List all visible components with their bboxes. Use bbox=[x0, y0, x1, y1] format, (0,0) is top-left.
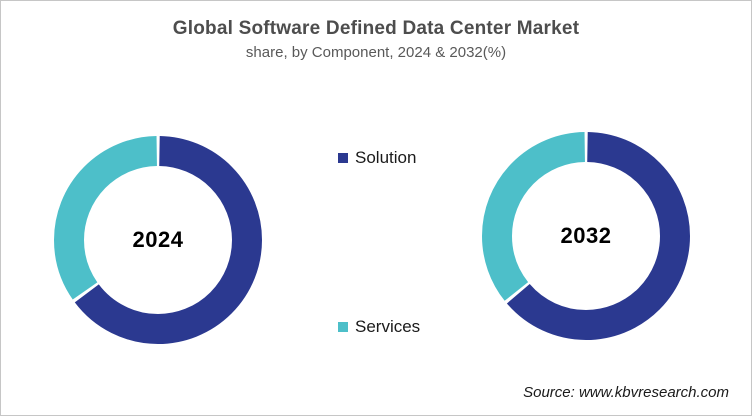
legend-swatch-services bbox=[338, 322, 348, 332]
donut-chart-2032: 2032 bbox=[481, 131, 691, 341]
segment-services-2024 bbox=[54, 136, 262, 344]
chart-title: Global Software Defined Data Center Mark… bbox=[172, 18, 580, 39]
legend-swatch-solution bbox=[338, 153, 348, 163]
legend-label-solution: Solution bbox=[355, 148, 417, 167]
segment-solution-2032 bbox=[482, 132, 690, 340]
legend-label-services: Services bbox=[355, 317, 421, 336]
donut-chart-2024: 2024 bbox=[53, 135, 263, 345]
donut-ring-2024 bbox=[54, 136, 262, 344]
legend-item-solution: Solution bbox=[338, 148, 416, 168]
segment-services-2032 bbox=[482, 132, 690, 340]
donut-ring-2032 bbox=[482, 132, 690, 340]
source-text: Source: www.kbvresearch.com bbox=[523, 384, 729, 401]
legend-item-services: Services bbox=[338, 317, 420, 337]
chart-subtitle: share, by Component, 2024 & 2032(%) bbox=[245, 44, 507, 61]
segment-solution-2024 bbox=[54, 136, 262, 344]
